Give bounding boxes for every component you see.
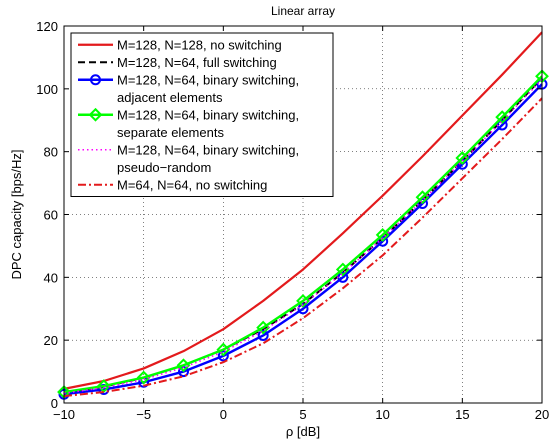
series-line xyxy=(63,78,543,395)
x-tick-label: 5 xyxy=(299,407,306,422)
legend-box xyxy=(70,32,334,197)
series-line xyxy=(63,31,543,390)
y-tick-label: 80 xyxy=(44,145,58,160)
x-tick-label: −10 xyxy=(53,407,75,422)
legend-label: M=128, N=64, full switching xyxy=(117,55,277,70)
data-point xyxy=(136,370,151,385)
legend-label: pseudo−random xyxy=(117,160,211,175)
data-point xyxy=(456,158,468,170)
legend-item: M=128, N=64, full switching xyxy=(78,55,277,70)
legend-label: M=128, N=64, binary switching, xyxy=(117,72,299,87)
data-point xyxy=(335,262,350,277)
x-tick-label: 20 xyxy=(535,407,549,422)
data-point xyxy=(297,303,309,315)
grid xyxy=(64,26,542,403)
legend: M=128, N=128, no switching M=128, N=64, f… xyxy=(70,32,334,197)
legend-item: M=64, N=64, no switching xyxy=(78,177,267,192)
chart-title: Linear array xyxy=(271,4,335,18)
y-tick-label: 120 xyxy=(36,19,58,34)
data-point xyxy=(415,190,430,205)
axis-ticks: −10 −5 0 5 10 15 20 0 20 40 60 80 100 120 xyxy=(36,19,549,422)
legend-label: M=128, N=64, binary switching, xyxy=(117,142,299,157)
legend-item: M=128, N=128, no switching xyxy=(78,37,282,52)
data-point xyxy=(256,320,271,335)
data-point xyxy=(296,293,310,308)
data-point xyxy=(216,342,231,357)
x-axis-title: ρ [dB] xyxy=(286,424,320,439)
x-tick-label: −5 xyxy=(136,407,151,422)
data-point xyxy=(417,198,428,210)
data-point xyxy=(176,358,191,373)
legend-label: adjacent elements xyxy=(117,90,223,105)
y-tick-label: 40 xyxy=(44,270,58,285)
data-point xyxy=(257,329,269,341)
legend-item: M=128, N=64, binary switching, adjacent e… xyxy=(78,72,299,105)
series-5 xyxy=(63,78,543,395)
y-axis-title: DPC capacity [bps/Hz] xyxy=(9,149,24,279)
x-tick-label: 10 xyxy=(375,407,389,422)
y-tick-label: 0 xyxy=(51,396,58,411)
legend-marker xyxy=(90,74,101,86)
data-point xyxy=(217,350,229,362)
series-line xyxy=(63,97,543,398)
data-point xyxy=(495,110,510,125)
x-tick-label: 15 xyxy=(455,407,469,422)
legend-label: separate elements xyxy=(117,125,224,140)
data-point xyxy=(455,151,470,165)
series-6 xyxy=(63,97,543,398)
legend-label: M=64, N=64, no switching xyxy=(117,177,267,192)
legend-label: M=128, N=128, no switching xyxy=(117,37,282,52)
legend-label: M=128, N=64, binary switching, xyxy=(117,107,299,122)
series-4 xyxy=(57,69,549,399)
y-tick-label: 60 xyxy=(44,208,58,223)
legend-marker xyxy=(88,107,103,122)
series-layer xyxy=(57,31,549,400)
data-point xyxy=(375,228,390,242)
x-tick-label: 0 xyxy=(220,407,227,422)
y-tick-label: 100 xyxy=(36,82,58,97)
legend-item: M=128, N=64, binary switching, pseudo−ran… xyxy=(78,142,299,175)
y-tick-label: 20 xyxy=(44,333,58,348)
data-point xyxy=(96,379,111,393)
legend-item: M=128, N=64, binary switching, separate e… xyxy=(78,107,299,140)
series-line xyxy=(63,75,543,394)
series-1 xyxy=(63,31,543,390)
